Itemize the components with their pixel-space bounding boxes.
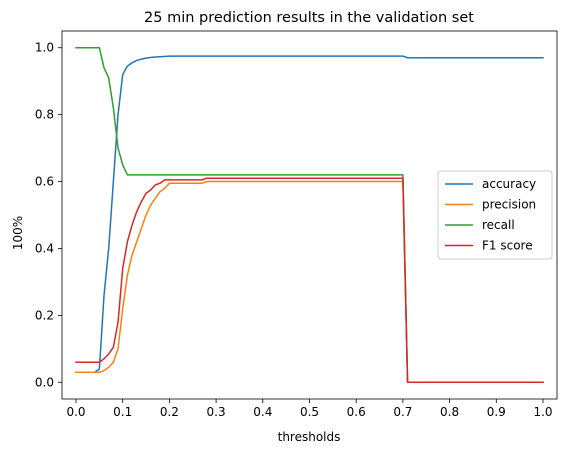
- x-tick-label: 0.5: [300, 405, 319, 419]
- x-tick-label: 0.0: [66, 405, 85, 419]
- y-tick-label: 0.8: [35, 108, 54, 122]
- y-tick-label: 0.2: [35, 308, 54, 322]
- x-tick-label: 0.4: [253, 405, 272, 419]
- chart-title: 25 min prediction results in the validat…: [144, 10, 474, 26]
- x-tick-label: 0.7: [393, 405, 412, 419]
- axes-layer: 0.0 0.1 0.2 0.3 0.4 0.5 0.6 0.7 0.8 0.9 1.0 0.0 0.2 0…: [35, 30, 558, 419]
- x-tick-label: 0.3: [207, 405, 226, 419]
- x-tick-label: 0.9: [487, 405, 506, 419]
- legend-label-accuracy: accuracy: [482, 177, 536, 191]
- legend-label-precision: precision: [482, 198, 536, 212]
- y-tick-label: 1.0: [35, 41, 54, 55]
- series-line-f1-score: [75, 177, 544, 384]
- series-line-accuracy: [75, 55, 544, 373]
- legend-label-recall: recall: [482, 218, 515, 232]
- y-axis-label: 100%: [11, 216, 25, 250]
- legend: accuracy precision recall F1 score: [437, 170, 553, 260]
- x-tick-label: 0.8: [440, 405, 459, 419]
- legend-label-f1-score: F1 score: [482, 239, 533, 253]
- x-tick-label: 0.1: [113, 405, 132, 419]
- series-line-precision: [75, 180, 544, 384]
- x-tick-label: 0.6: [347, 405, 366, 419]
- y-tick-label: 0.0: [35, 375, 54, 389]
- series-layer: [75, 46, 544, 384]
- x-tick-label: 0.2: [160, 405, 179, 419]
- legend-box: [437, 170, 553, 260]
- y-tick-label: 0.4: [35, 241, 54, 255]
- x-tick-label: 1.0: [533, 405, 552, 419]
- x-axis-label: thresholds: [278, 430, 341, 444]
- y-tick-label: 0.6: [35, 175, 54, 189]
